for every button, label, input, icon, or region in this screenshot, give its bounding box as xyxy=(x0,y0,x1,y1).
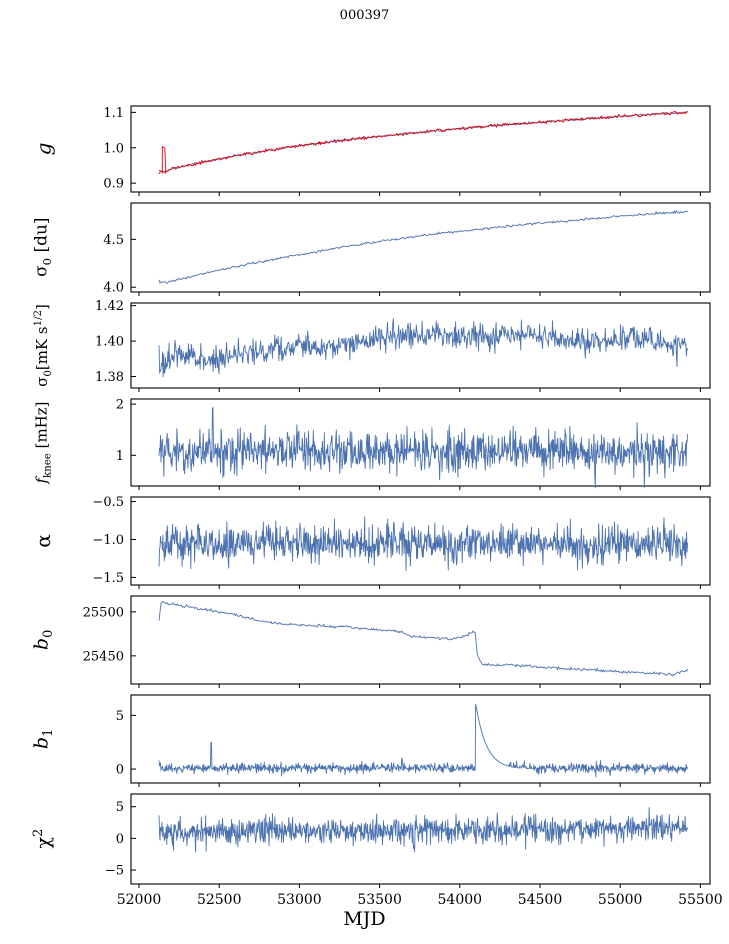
x-tick-label: 54500 xyxy=(518,892,563,908)
series-gain-model xyxy=(158,111,688,173)
y-axis-label-text: χ2 xyxy=(31,829,55,849)
y-tick-label: 4.0 xyxy=(103,281,124,296)
y-tick-label: 5 xyxy=(116,709,124,724)
y-axis-label-f_knee [mHz]: fknee [mHz] xyxy=(0,399,86,486)
x-tick-label: 54000 xyxy=(438,892,483,908)
y-axis-label-sigma_0 [mK s^1/2]: σ0[mK s1/2] xyxy=(0,303,86,388)
panel-b_0: 25450 25500 xyxy=(83,595,711,688)
panel-f_knee [mHz]: 12 xyxy=(116,398,711,490)
x-axis-label: MJD xyxy=(343,908,386,930)
figure-title: 000397 xyxy=(339,8,390,23)
x-tick-label: 53500 xyxy=(357,892,402,908)
series-b0 xyxy=(158,601,688,677)
y-axis-label-text: α xyxy=(30,534,55,548)
y-tick-label: 25450 xyxy=(83,649,124,664)
panel-alpha: −1.5 −1.0 −0.5 xyxy=(92,495,711,589)
y-tick-label: 25500 xyxy=(83,605,124,620)
panel-sigma_0 [mK s^1/2]: 1.38 1.40 1.42 xyxy=(95,299,711,392)
y-tick-label: 0 xyxy=(116,763,124,778)
y-axis-label-text: g xyxy=(31,142,55,156)
y-axis-label-sigma_0 [du]: σ0 [du] xyxy=(0,203,86,292)
series-gain-fit xyxy=(158,110,688,174)
y-axis-label-g: g xyxy=(0,106,86,192)
panel-b_1: 05 xyxy=(116,694,711,787)
y-axis-label-text: fknee [mHz] xyxy=(32,401,54,484)
y-tick-label: 4.5 xyxy=(103,233,124,248)
y-tick-label: 5 xyxy=(116,800,124,815)
y-axis-label-text: b1 xyxy=(30,728,56,750)
y-tick-label: −1.5 xyxy=(92,571,124,586)
series-sigma0-mk xyxy=(158,318,688,378)
y-tick-label: 2 xyxy=(116,398,124,413)
y-tick-label: 0.9 xyxy=(103,177,124,192)
y-axis-label-text: b0 xyxy=(30,629,56,651)
y-tick-label: 1 xyxy=(116,449,124,464)
y-tick-label: 0 xyxy=(116,832,124,847)
y-tick-label: 1.38 xyxy=(95,370,124,385)
panel-sigma_0 [du]: 4.0 4.5 xyxy=(103,202,711,296)
y-tick-label: 1.1 xyxy=(103,106,124,121)
y-tick-label: 1.40 xyxy=(95,335,124,350)
y-axis-label-text: σ0 [du] xyxy=(31,217,55,278)
series-b1 xyxy=(158,703,688,778)
y-tick-label: 1.0 xyxy=(103,141,124,156)
series-f-knee xyxy=(158,407,688,489)
y-axis-label-chi^2: χ2 xyxy=(0,794,86,884)
x-tick-label: 52500 xyxy=(197,892,242,908)
x-tick-label: 52000 xyxy=(117,892,162,908)
y-tick-label: −5 xyxy=(105,864,124,879)
y-axis-label-b_0: b0 xyxy=(0,596,86,684)
series-sigma0-du xyxy=(158,210,688,284)
y-tick-label: 1.42 xyxy=(95,299,124,314)
x-tick-label: 55500 xyxy=(678,892,723,908)
series-alpha xyxy=(158,516,688,572)
panel-g: 0.9 1.0 1.1 xyxy=(103,105,711,196)
series-chi2 xyxy=(158,807,688,853)
y-tick-label: −1.0 xyxy=(92,533,124,548)
x-tick-label: 55000 xyxy=(598,892,643,908)
x-tick-label: 53000 xyxy=(277,892,322,908)
y-axis-label-text: σ0[mK s1/2] xyxy=(32,304,54,387)
y-axis-label-alpha: α xyxy=(0,497,86,585)
y-axis-label-b_1: b1 xyxy=(0,695,86,783)
y-tick-label: −0.5 xyxy=(92,495,124,510)
panel-chi^2: −5 0 5 xyxy=(105,793,711,888)
